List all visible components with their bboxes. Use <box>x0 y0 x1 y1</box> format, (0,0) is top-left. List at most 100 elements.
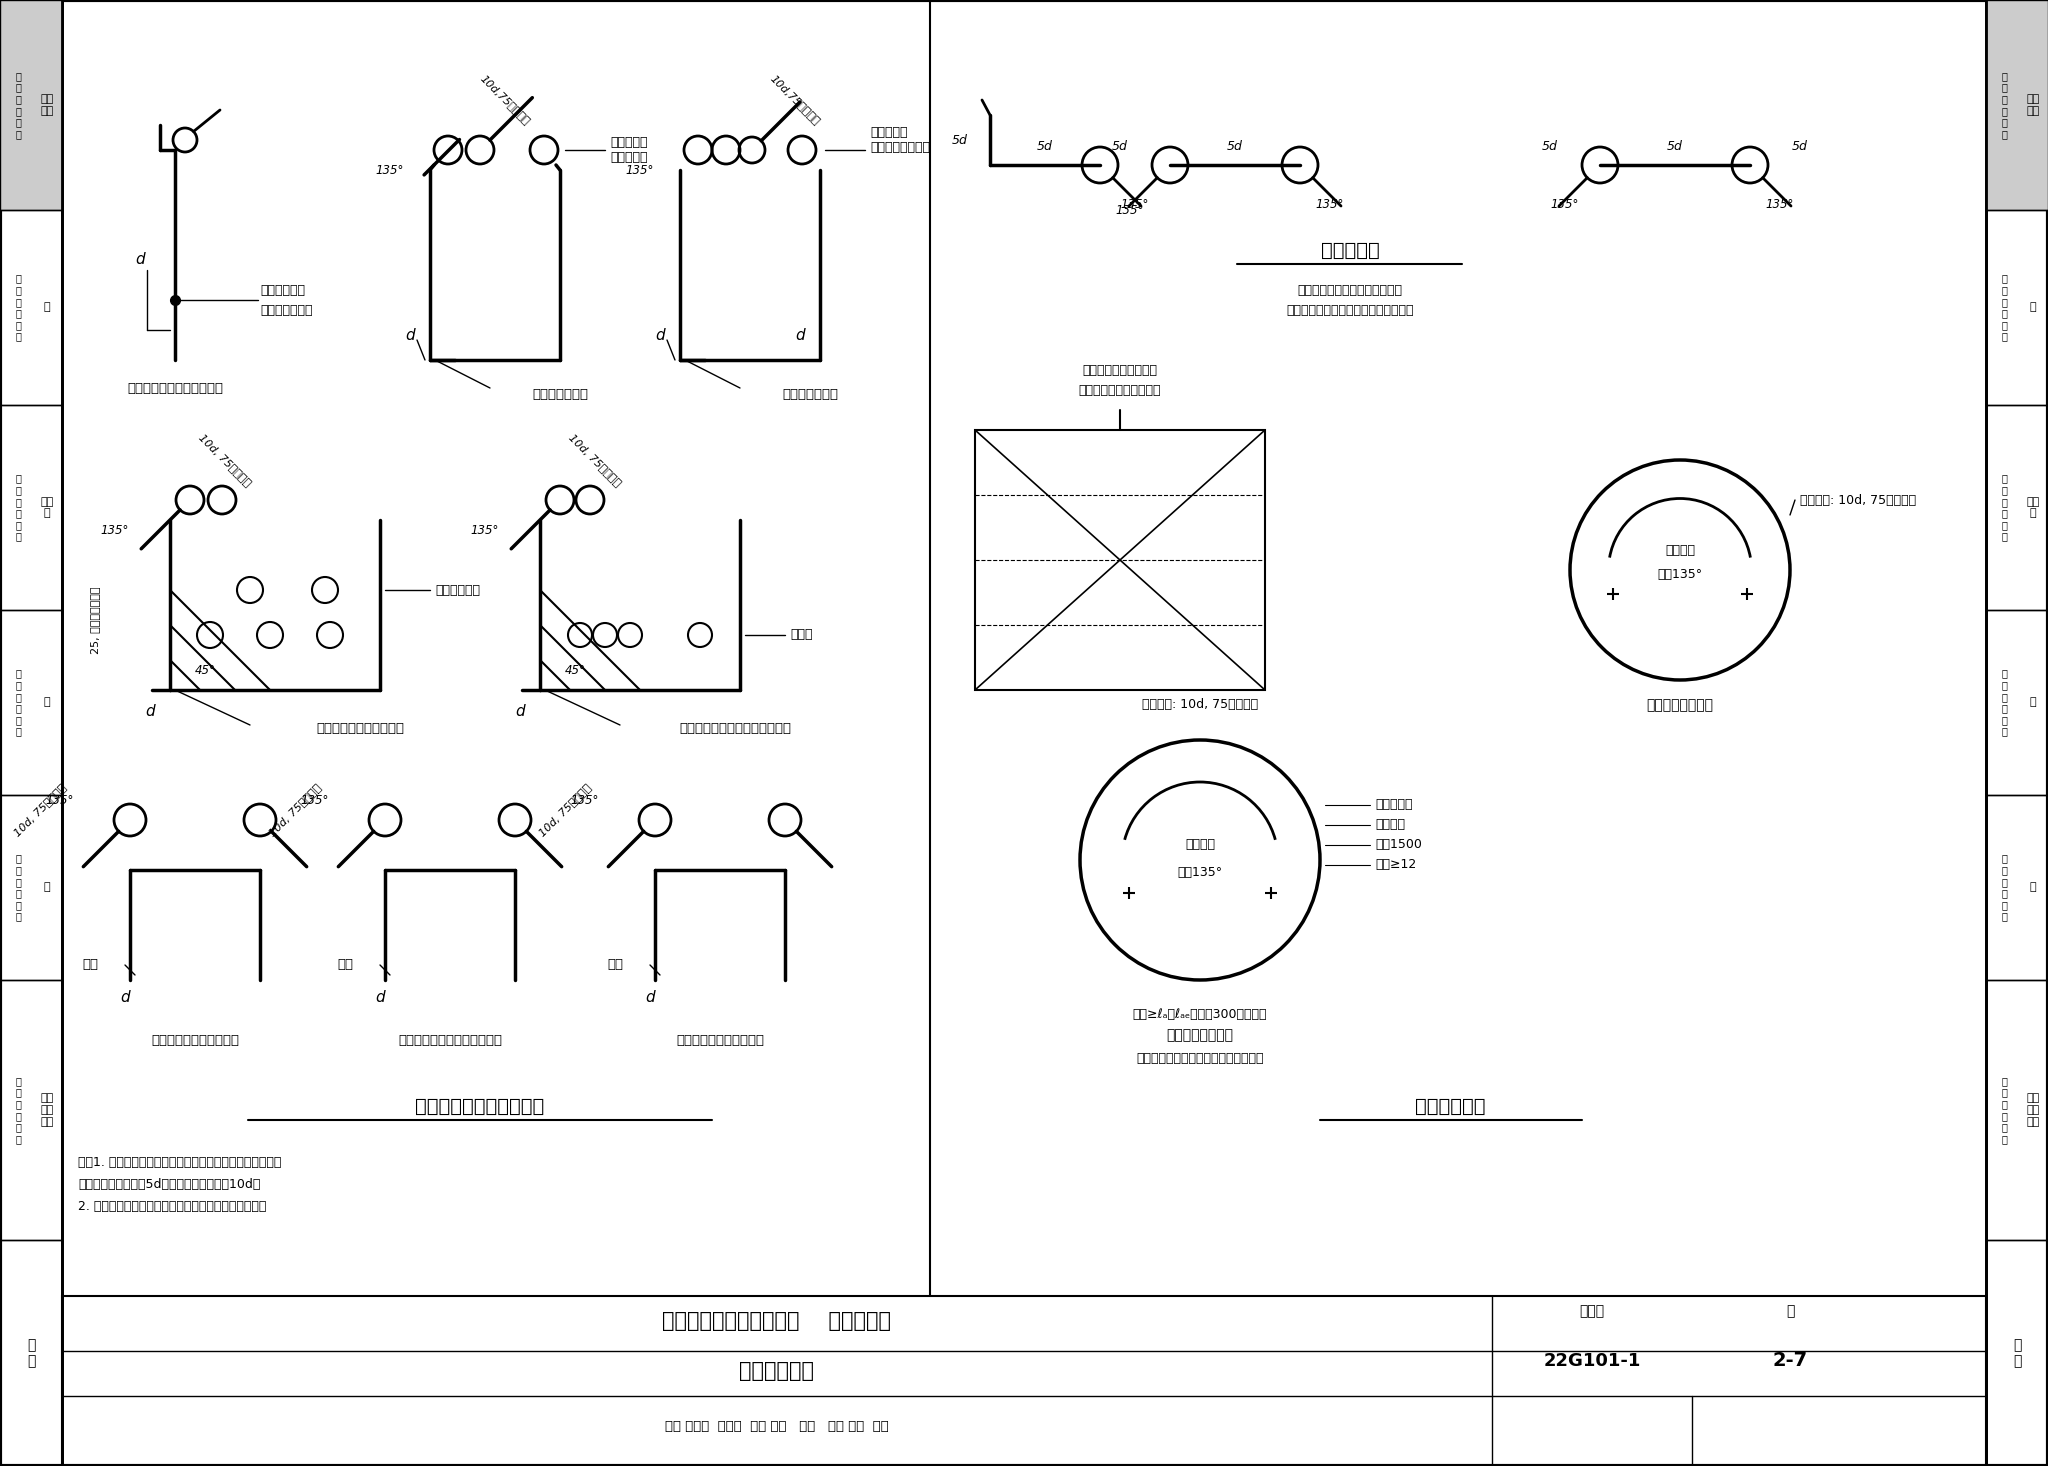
Text: 10d, 75中较大值: 10d, 75中较大值 <box>537 781 594 839</box>
Text: d: d <box>645 991 655 1006</box>
Text: 45°: 45° <box>195 664 215 676</box>
Text: 搭接≥ℓₐ或ℓₐₑ，且＞300勾住纵筋: 搭接≥ℓₐ或ℓₐₑ，且＞300勾住纵筋 <box>1133 1009 1268 1022</box>
Text: 标
准
构
造
详
图: 标 准 构 造 详 图 <box>14 70 20 139</box>
Bar <box>0 0 61 210</box>
Bar <box>0 795 61 979</box>
Bar <box>0 979 61 1240</box>
Text: 直径≥12: 直径≥12 <box>1374 859 1417 871</box>
Text: 梁、柱封闭箍筋: 梁、柱封闭箍筋 <box>782 388 838 402</box>
Text: 附
录: 附 录 <box>27 1338 35 1368</box>
Text: 螺旋箍筋构造: 螺旋箍筋构造 <box>739 1360 815 1381</box>
Text: d: d <box>655 327 666 343</box>
Text: 拉筋紧靠箍筋并勾住纵筋: 拉筋紧靠箍筋并勾住纵筋 <box>676 1034 764 1047</box>
Text: 135°: 135° <box>1765 198 1794 211</box>
Text: 绑扎搭接或
并筋的柱、梁纵筋: 绑扎搭接或 并筋的柱、梁纵筋 <box>870 126 930 154</box>
Bar <box>1987 979 2048 1240</box>
Text: d: d <box>145 705 156 720</box>
Text: 标
准
构
造
详
图: 标 准 构 造 详 图 <box>2001 70 2007 139</box>
Text: 一般
构造: 一般 构造 <box>41 94 53 116</box>
Text: 弯钩平直段长度可为5d；当其受扭时，应为10d。: 弯钩平直段长度可为5d；当其受扭时，应为10d。 <box>78 1179 260 1190</box>
Bar <box>0 1240 61 1466</box>
Text: d: d <box>135 252 145 267</box>
Text: 段，长度不小于一圈半: 段，长度不小于一圈半 <box>1083 364 1157 377</box>
Text: 拉筋: 拉筋 <box>338 959 352 972</box>
Text: 标
准
构
造
详
图: 标 准 构 造 详 图 <box>14 1076 20 1143</box>
Text: 柱: 柱 <box>43 302 51 312</box>
Text: 10d, 75中较大值: 10d, 75中较大值 <box>567 432 623 488</box>
Text: 135°: 135° <box>1120 198 1149 211</box>
Text: 板: 板 <box>43 883 51 893</box>
Text: 图集号: 图集号 <box>1579 1303 1604 1318</box>
Text: 标
准
构
造
详
图: 标 准 构 造 详 图 <box>14 274 20 342</box>
Text: 角度135°: 角度135° <box>1178 865 1223 878</box>
Text: 剪力
墙: 剪力 墙 <box>41 497 53 519</box>
Text: 弯后长度: 10d, 75中较大值: 弯后长度: 10d, 75中较大值 <box>1800 494 1917 506</box>
Text: 焊接圆环: 焊接圆环 <box>1374 818 1405 831</box>
Text: 梁有二排纵筋的封闭箍筋: 梁有二排纵筋的封闭箍筋 <box>315 721 403 734</box>
Text: 在受力较小位置: 在受力较小位置 <box>260 303 313 317</box>
Text: 梁: 梁 <box>2030 698 2036 708</box>
Text: 螺旋箍筋端部构造: 螺旋箍筋端部构造 <box>1647 698 1714 712</box>
Bar <box>1987 795 2048 979</box>
Bar <box>1987 0 2048 1466</box>
Text: d: d <box>406 327 416 343</box>
Bar <box>0 610 61 795</box>
Text: 拉筋紧靠纵向钢筋并勾住箍筋: 拉筋紧靠纵向钢筋并勾住箍筋 <box>397 1034 502 1047</box>
Bar <box>61 1296 1987 1466</box>
Text: 135°: 135° <box>1315 198 1343 211</box>
Text: 焊接封闭箍筋（工厂加工）: 焊接封闭箍筋（工厂加工） <box>127 381 223 394</box>
Text: 剪力
墙: 剪力 墙 <box>2025 497 2040 519</box>
Text: 拉筋: 拉筋 <box>606 959 623 972</box>
Text: 5d: 5d <box>1667 141 1683 154</box>
Text: 弯后长度: 弯后长度 <box>1186 839 1214 852</box>
Text: 弯后长度: 弯后长度 <box>1665 544 1696 557</box>
Text: 10d, 75中较大值: 10d, 75中较大值 <box>266 781 324 839</box>
Text: 间距1500: 间距1500 <box>1374 839 1421 852</box>
Text: 10d, 75中较大值: 10d, 75中较大值 <box>197 432 254 488</box>
Text: 梁、柱封闭箍筋: 梁、柱封闭箍筋 <box>532 388 588 402</box>
Text: 标
准
构
造
详
图: 标 准 构 造 详 图 <box>14 474 20 541</box>
Text: 135°: 135° <box>301 793 330 806</box>
Text: 135°: 135° <box>1116 204 1145 217</box>
Text: 拉结筋构造: 拉结筋构造 <box>1321 240 1380 259</box>
Text: 封闭箍筋及拉筋弯钩构造: 封闭箍筋及拉筋弯钩构造 <box>416 1097 545 1116</box>
Text: d: d <box>375 991 385 1006</box>
Text: 135°: 135° <box>1550 198 1579 211</box>
Text: 螺旋箍筋搭接构造: 螺旋箍筋搭接构造 <box>1167 1028 1233 1042</box>
Text: 柱并筋: 柱并筋 <box>791 629 813 642</box>
Text: 拉筋同时勾住纵筋和箍筋: 拉筋同时勾住纵筋和箍筋 <box>152 1034 240 1047</box>
Text: 柱角部三根纵筋并筋的封闭箍筋: 柱角部三根纵筋并筋的封闭箍筋 <box>680 721 791 734</box>
Text: 闪光对焊设置: 闪光对焊设置 <box>260 283 305 296</box>
Text: 拉筋: 拉筋 <box>82 959 98 972</box>
Text: 标
准
构
造
详
图: 标 准 构 造 详 图 <box>2001 853 2007 922</box>
Text: 柱: 柱 <box>2030 302 2036 312</box>
Text: 标
准
构
造
详
图: 标 准 构 造 详 图 <box>14 853 20 922</box>
Text: （圆柱环状箍筋搭接构造同螺旋箍筋）: （圆柱环状箍筋搭接构造同螺旋箍筋） <box>1137 1051 1264 1064</box>
Text: 标
准
构
造
详
图: 标 准 构 造 详 图 <box>2001 668 2007 736</box>
Text: 弯后长度: 10d, 75中较大值: 弯后长度: 10d, 75中较大值 <box>1143 698 1257 711</box>
Text: d: d <box>121 991 129 1006</box>
Text: 135°: 135° <box>471 523 500 537</box>
Text: 标
准
构
造
详
图: 标 准 构 造 详 图 <box>2001 474 2007 541</box>
Text: 梁: 梁 <box>43 698 51 708</box>
Bar <box>1987 405 2048 610</box>
Text: 标
准
构
造
详
图: 标 准 构 造 详 图 <box>2001 1076 2007 1143</box>
Text: 5d: 5d <box>1227 141 1243 154</box>
Text: 开始与结束位置应有水平: 开始与结束位置应有水平 <box>1079 384 1161 396</box>
Text: 5d: 5d <box>952 133 969 147</box>
Text: 10d, 75中较大值: 10d, 75中较大值 <box>12 781 68 839</box>
Text: 135°: 135° <box>100 523 129 537</box>
Text: 页: 页 <box>1786 1303 1794 1318</box>
Bar <box>0 0 61 1466</box>
Text: 5d: 5d <box>1112 141 1128 154</box>
Text: 第二排梁纵筋: 第二排梁纵筋 <box>434 583 479 597</box>
Bar <box>1987 610 2048 795</box>
Text: 10d,75中较大值: 10d,75中较大值 <box>479 73 532 126</box>
Text: 注：1. 非框架梁以及不考虑地震作用的悬挑梁，箍筋及拉筋: 注：1. 非框架梁以及不考虑地震作用的悬挑梁，箍筋及拉筋 <box>78 1157 281 1168</box>
Text: d: d <box>795 327 805 343</box>
Bar <box>0 405 61 610</box>
Text: （用于剪力墙分布钢筋的拉结，: （用于剪力墙分布钢筋的拉结， <box>1298 283 1403 296</box>
Text: 5d: 5d <box>1792 141 1808 154</box>
Text: 135°: 135° <box>377 164 403 176</box>
Bar <box>1987 0 2048 210</box>
